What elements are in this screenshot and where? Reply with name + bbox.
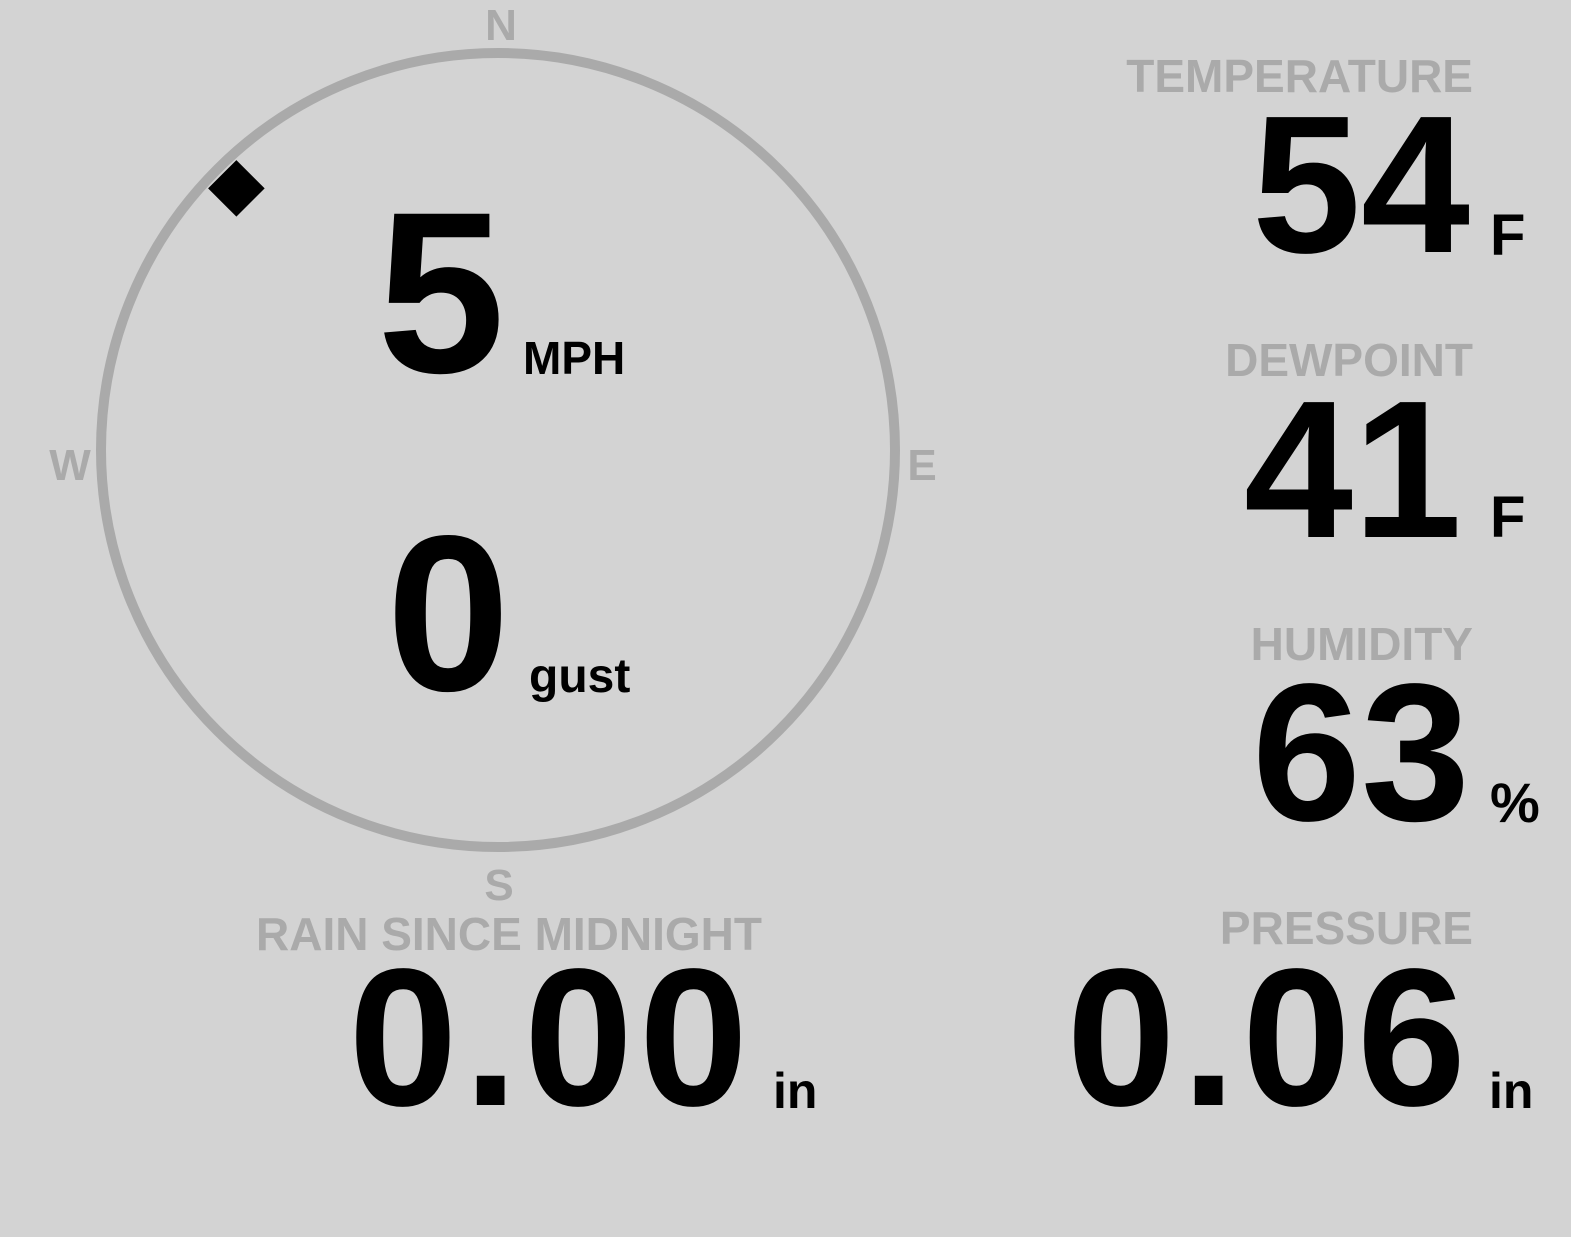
temperature-panel: TEMPERATURE 54 F	[1126, 50, 1525, 294]
compass-west-label: W	[49, 441, 91, 490]
wind-gust-value: 0	[387, 490, 510, 738]
rain-value: 0.00	[349, 928, 754, 1147]
rain-panel: RAIN SINCE MIDNIGHT 0.00 in	[256, 908, 817, 1147]
pressure-value: 0.06	[1067, 928, 1472, 1147]
pressure-label: PRESSURE	[1220, 902, 1473, 954]
dewpoint-unit: F	[1490, 485, 1525, 550]
rain-unit: in	[773, 1063, 817, 1119]
pressure-panel: PRESSURE 0.06 in	[1067, 902, 1534, 1147]
wind-speed-value: 5	[377, 164, 505, 421]
wind-compass: N E S W 5 MPH 0 gust	[49, 1, 936, 910]
dewpoint-label: DEWPOINT	[1225, 334, 1473, 386]
dewpoint-value: 41	[1244, 360, 1462, 579]
compass-south-label: S	[484, 861, 513, 910]
dewpoint-panel: DEWPOINT 41 F	[1225, 334, 1525, 579]
rain-label: RAIN SINCE MIDNIGHT	[256, 908, 762, 960]
wind-speed-unit: MPH	[523, 332, 625, 384]
compass-east-label: E	[907, 441, 936, 490]
humidity-unit: %	[1490, 771, 1540, 834]
humidity-panel: HUMIDITY 63 %	[1251, 618, 1540, 862]
wind-direction-diamond-icon	[208, 160, 265, 217]
humidity-value: 63	[1252, 643, 1470, 862]
humidity-label: HUMIDITY	[1251, 618, 1473, 670]
temperature-value: 54	[1252, 75, 1470, 294]
wind-gust-unit: gust	[529, 650, 630, 703]
temperature-label: TEMPERATURE	[1126, 50, 1473, 102]
compass-north-label: N	[485, 1, 517, 50]
pressure-unit: in	[1489, 1063, 1533, 1119]
temperature-unit: F	[1490, 203, 1525, 268]
compass-ring	[96, 48, 900, 852]
